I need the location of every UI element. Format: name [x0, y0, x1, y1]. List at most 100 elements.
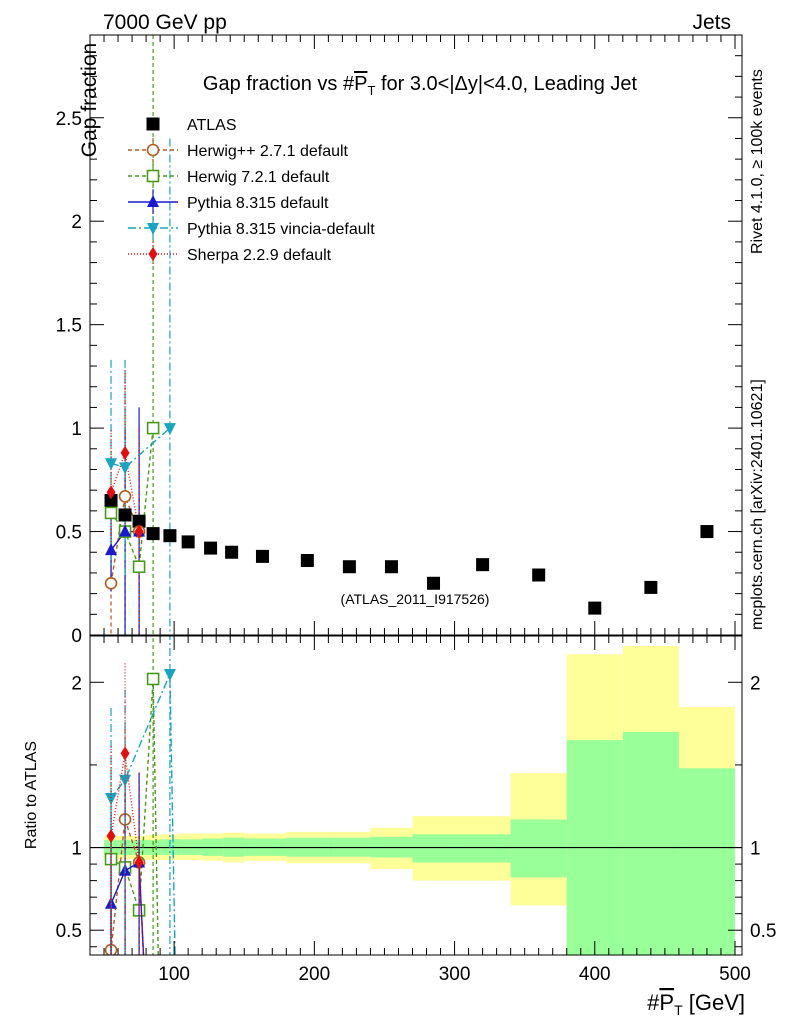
legend-marker-herwigpp: [146, 143, 160, 157]
main-y-axis-label: Gap fraction: [78, 43, 101, 157]
data-point-atlas: [104, 494, 118, 508]
main-y-tick-label: 0.5: [56, 523, 82, 544]
data-point-pythia_vincia: [163, 423, 176, 436]
ratio-line-herwig7: [110, 678, 159, 955]
x-tick-label: 300: [439, 964, 471, 985]
main-panel: [104, 35, 714, 635]
ratio-line-pythia_vincia: [110, 673, 176, 955]
ratio-y-tick-label: 2: [71, 673, 82, 694]
series-line-herwig7: [110, 428, 154, 567]
ratio-y-tick-label-right: 1: [750, 839, 761, 860]
rivet-version-label: Rivet 4.1.0, ≥ 100k events: [749, 69, 766, 254]
ratio-panel-frame: [89, 635, 743, 956]
main-y-tick-label: 1.5: [56, 316, 82, 337]
data-point-atlas: [644, 580, 658, 594]
legend-item-sherpa: Sherpa 2.2.9 default: [128, 242, 332, 266]
ratio-y-axis-label: Ratio to ATLAS: [23, 741, 40, 849]
legend-marker-herwig7: [146, 169, 160, 183]
x-tick-label: 400: [579, 964, 611, 985]
mcplots-label: mcplots.cern.ch [arXiv:2401.10621]: [749, 379, 766, 630]
axes: 0 0.5 1 1.5 2 2.5 100 200 300 400 500 0.5 0.5 1 1 2 2: [56, 35, 776, 985]
legend-label-sherpa: Sherpa 2.2.9 default: [187, 247, 332, 264]
ratio-y-tick-label: 1: [71, 839, 82, 860]
header-right-label: Jets: [692, 11, 731, 34]
ratio-marker-sherpa: [106, 828, 116, 843]
analysis-watermark: (ATLAS_2011_I917526): [341, 591, 490, 607]
header-left-label: 7000 GeV pp: [103, 11, 227, 34]
ratio-marker-herwig7: [146, 672, 160, 686]
plot-title-post: for 3.0<|Δy|<4.0, Leading Jet: [375, 73, 637, 95]
uncertainty-band-inner: [566, 740, 623, 955]
legend-label-pythia_default: Pythia 8.315 default: [187, 195, 329, 212]
uncertainty-band-inner: [412, 834, 455, 863]
plot-title-pre: Gap fraction vs #: [203, 73, 355, 95]
data-point-atlas: [342, 560, 356, 574]
data-point-atlas: [132, 514, 146, 528]
data-point-atlas: [700, 525, 714, 539]
data-point-herwigpp: [104, 576, 118, 590]
uncertainty-band-inner: [454, 834, 511, 863]
main-plot-area: [104, 35, 714, 635]
data-point-atlas: [300, 554, 314, 568]
data-point-herwig7: [146, 421, 160, 435]
data-point-herwigpp: [118, 490, 132, 503]
legend-item-pythia_vincia: Pythia 8.315 vincia-default: [128, 216, 375, 240]
data-point-atlas: [163, 529, 177, 543]
legend-label-atlas: ATLAS: [187, 117, 237, 134]
legend-item-herwig7: Herwig 7.2.1 default: [128, 164, 330, 188]
ratio-y-tick-label-right: 2: [750, 673, 761, 694]
legend-item-pythia_default: Pythia 8.315 default: [128, 190, 329, 214]
main-y-tick-label: 0: [71, 626, 82, 647]
x-axis-label: #PT [GeV]: [647, 990, 745, 1018]
legend-item-herwigpp: Herwig++ 2.7.1 default: [128, 138, 349, 162]
data-point-herwig7: [104, 506, 118, 520]
main-y-tick-label: 2.5: [56, 109, 82, 130]
main-y-tick-label: 1: [71, 419, 82, 440]
legend-marker-pythia_default: [147, 195, 159, 207]
main-panel-frame: [89, 34, 743, 636]
series-line-pythia_vincia: [110, 427, 171, 469]
x-tick-label: 500: [719, 964, 751, 985]
data-point-atlas: [204, 541, 218, 555]
legend-item-atlas: ATLAS: [146, 117, 237, 134]
x-axis-label-pre: #: [647, 990, 660, 1015]
x-axis-label-pt: P: [659, 990, 674, 1015]
x-tick-label: 100: [158, 964, 190, 985]
data-point-atlas: [225, 545, 239, 559]
ratio-panel: [90, 636, 742, 955]
data-point-pythia_vincia: [119, 462, 132, 475]
legend-marker-atlas: [146, 117, 160, 131]
data-point-sherpa: [134, 524, 144, 539]
legend-marker-sherpa: [148, 247, 158, 261]
data-point-atlas: [476, 558, 490, 572]
ratio-y-tick-label-right: 0.5: [750, 921, 776, 942]
data-point-herwig7: [132, 560, 146, 574]
legend-label-herwigpp: Herwig++ 2.7.1 default: [187, 143, 349, 160]
x-axis-label-post: [GeV]: [683, 990, 745, 1015]
main-y-tick-label: 2: [71, 212, 82, 233]
data-point-atlas: [427, 576, 441, 590]
plot-title-pt: P: [354, 73, 367, 95]
uncertainty-band-inner: [678, 768, 735, 955]
legend-label-pythia_vincia: Pythia 8.315 vincia-default: [187, 221, 375, 238]
data-point-pythia_default: [105, 543, 118, 556]
data-point-atlas: [181, 535, 195, 549]
legend-marker-pythia_vincia: [147, 223, 159, 235]
x-tick-label: 200: [298, 964, 330, 985]
x-axis-label-pt-sub: T: [674, 1002, 683, 1018]
ratio-marker-pythia_vincia: [163, 669, 176, 682]
data-point-atlas: [146, 527, 160, 541]
legend-label-herwig7: Herwig 7.2.1 default: [187, 169, 330, 186]
data-point-atlas: [118, 508, 132, 522]
data-point-atlas: [384, 560, 398, 574]
ratio-marker-sherpa: [134, 855, 144, 870]
ratio-plot-area: [90, 636, 742, 955]
data-point-pythia_default: [119, 524, 132, 537]
data-point-atlas: [255, 549, 269, 563]
ratio-marker-sherpa: [120, 746, 130, 761]
ratio-y-tick-label: 0.5: [56, 921, 82, 942]
plot-title: Gap fraction vs #PT for 3.0<|Δy|<4.0, Le…: [203, 73, 638, 98]
data-point-sherpa: [106, 485, 116, 500]
uncertainty-band-inner: [510, 819, 567, 878]
